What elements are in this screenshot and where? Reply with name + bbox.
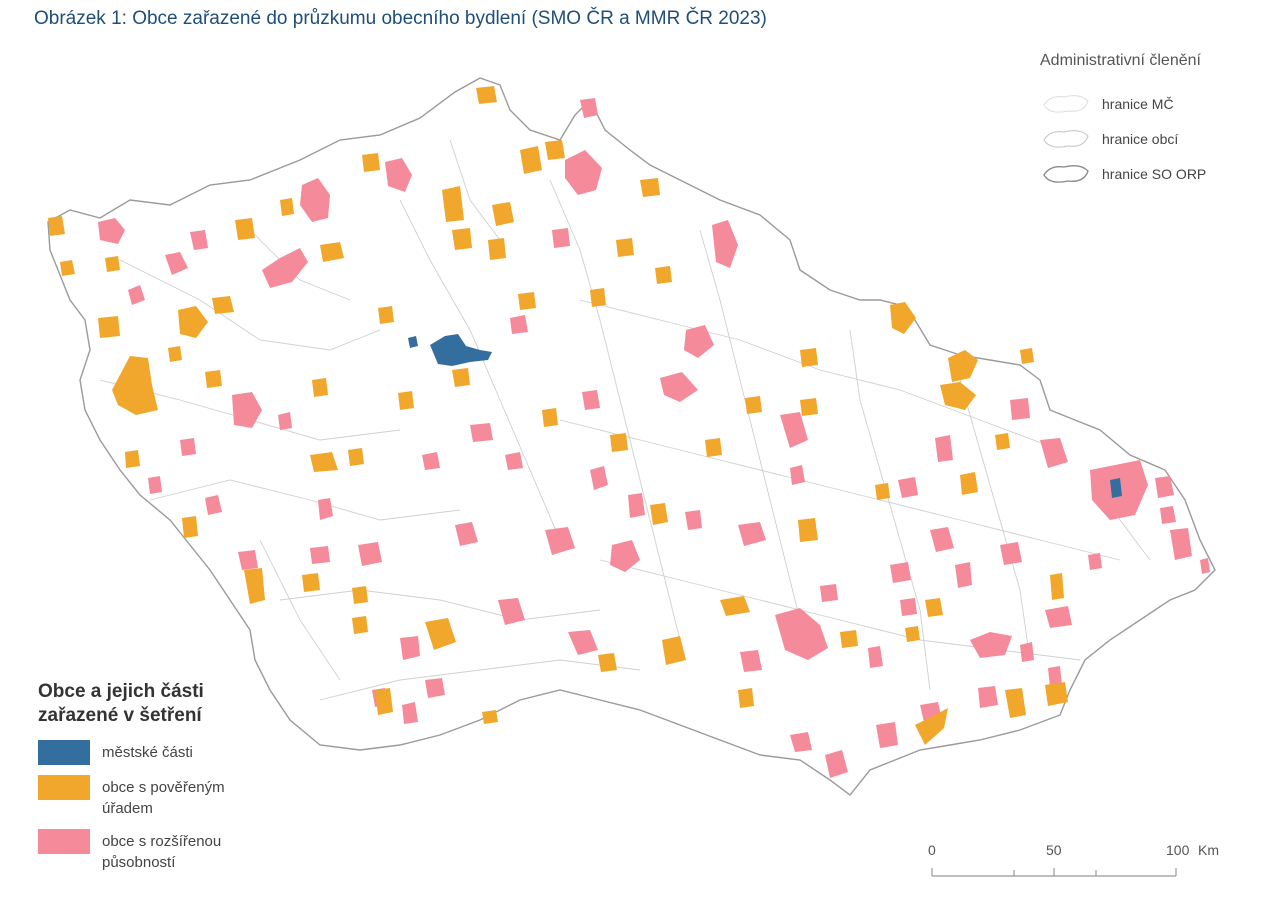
orp-boundary-icon [1043, 164, 1089, 183]
legend-label: městské části [102, 744, 193, 761]
pou-municipalities [48, 86, 1068, 745]
admin-legend-label: hranice obcí [1102, 130, 1179, 147]
ostrava-districts [1110, 478, 1122, 498]
mc-municipalities [408, 334, 1122, 498]
legend-swatch-mc [38, 740, 90, 765]
legend-item-mc: městské části [38, 740, 268, 765]
mc-boundary-icon [1043, 94, 1089, 113]
scale-unit: Km [1198, 842, 1219, 858]
orp-municipalities [98, 98, 1210, 778]
admin-legend-label: hranice SO ORP [1102, 165, 1207, 182]
legend-heading-line: Obce a jejich části [38, 681, 204, 702]
admin-legend: Administrativní členění hranice MČ hrani… [1040, 52, 1250, 191]
admin-legend-heading: Administrativní členění [1040, 52, 1201, 69]
scale-label-100: 100 [1166, 842, 1190, 858]
legend-swatch-orp [38, 829, 90, 854]
map-legend: Obce a jejich části zařazené v šetření m… [38, 680, 268, 883]
municipality-boundary-icon [1043, 129, 1089, 148]
scale-label-0: 0 [928, 842, 936, 858]
admin-legend-item: hranice MČ [1040, 86, 1250, 121]
scale-label-50: 50 [1046, 842, 1062, 858]
admin-legend-label: hranice MČ [1102, 95, 1174, 112]
legend-label: obce s pověřeným úřadem [102, 779, 225, 817]
admin-legend-item: hranice obcí [1040, 121, 1250, 156]
prague-districts [430, 334, 492, 366]
legend-heading: Obce a jejich části zařazené v šetření [38, 680, 268, 728]
map-title: Obrázek 1: Obce zařazené do průzkumu obe… [34, 8, 767, 29]
legend-heading-line: zařazené v šetření [38, 705, 202, 726]
legend-label: obce s rozšířenou působností [102, 833, 222, 871]
legend-swatch-pou [38, 775, 90, 800]
scale-bar-line [931, 868, 1177, 877]
legend-item-pou: obce s pověřeným úřadem [38, 775, 268, 819]
scale-bar: 0 50 100 Km [924, 842, 1234, 882]
legend-item-orp: obce s rozšířenou působností [38, 829, 268, 873]
admin-legend-item: hranice SO ORP [1040, 156, 1250, 191]
